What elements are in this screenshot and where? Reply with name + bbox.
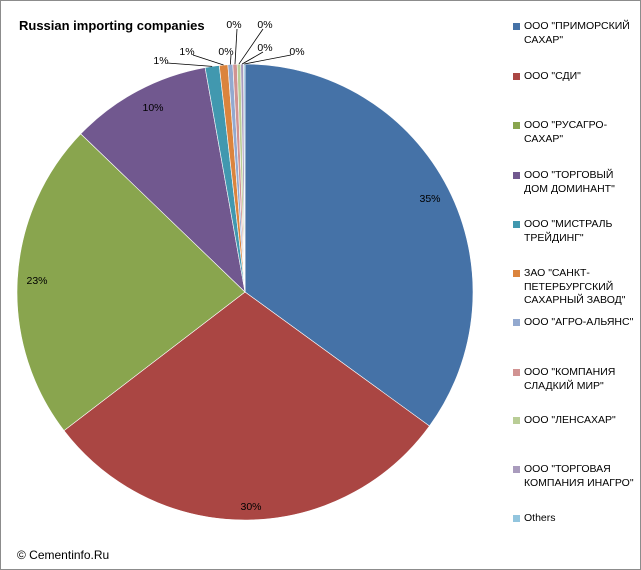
pie-percent-labels: 35% 30% 23% 10% 1% 1% 0% 0% 0% 0% 0%: [26, 19, 440, 513]
legend-item-7: ООО "КОМПАНИЯ СЛАДКИЙ МИР": [511, 366, 637, 393]
legend-item-1: ООО "СДИ": [511, 70, 637, 84]
leader-line-4: [166, 62, 213, 67]
legend-label-6: ООО "АГРО-АЛЬЯНС": [524, 316, 634, 328]
legend-item-5: ЗАО "САНКТ-ПЕТЕРБУРГСКИЙ САХАРНЫЙ ЗАВОД": [511, 267, 637, 308]
leader-line-10: [244, 54, 292, 65]
legend-swatch-0: [513, 23, 520, 30]
legend-item-10: Others: [511, 512, 637, 526]
legend-item-4: ООО "МИСТРАЛЬ ТРЕЙДИНГ": [511, 218, 637, 245]
legend-item-6: ООО "АГРО-АЛЬЯНС": [511, 316, 637, 330]
pie-percent-label-1: 30%: [240, 501, 261, 513]
leader-line-5: [192, 54, 224, 66]
legend-swatch-9: [513, 466, 520, 473]
pie-slice-1: [63, 291, 430, 521]
legend-item-8: ООО "ЛЕНСАХАР": [511, 414, 637, 428]
pie-percent-label-10: 0%: [289, 46, 304, 58]
pie-slice-3: [80, 67, 246, 293]
pie-percent-label-6: 0%: [218, 46, 233, 58]
pie-slice-0: [244, 63, 474, 427]
chart-title: Russian importing companies: [19, 18, 205, 33]
legend-swatch-7: [513, 369, 520, 376]
legend-label-0: ООО "ПРИМОРСКИЙ САХАР": [524, 20, 630, 46]
legend-label-2: ООО "РУСАГРО-САХАР": [524, 119, 608, 145]
leader-line-9: [241, 51, 264, 65]
pie-percent-label-0: 35%: [419, 193, 440, 205]
legend-swatch-5: [513, 270, 520, 277]
leader-line-6: [229, 54, 232, 65]
legend-swatch-3: [513, 172, 520, 179]
legend-label-9: ООО "ТОРГОВАЯ КОМПАНИЯ ИНАГРО": [524, 463, 634, 489]
copyright-credit: © Cementinfo.Ru: [17, 548, 110, 562]
legend-swatch-1: [513, 73, 520, 80]
legend-label-3: ООО "ТОРГОВЫЙ ДОМ ДОМИНАНТ": [524, 169, 615, 195]
legend-swatch-6: [513, 319, 520, 326]
pie-percent-label-4: 1%: [153, 55, 168, 67]
pie-percent-label-9: 0%: [257, 42, 272, 54]
pie-percent-label-5: 1%: [179, 46, 194, 58]
leader-line-7: [234, 28, 238, 65]
legend-swatch-8: [513, 417, 520, 424]
pie-slices: [16, 63, 474, 521]
legend-swatch-2: [513, 122, 520, 129]
pie-percent-label-3: 10%: [142, 102, 163, 114]
pie-slice-2: [16, 133, 246, 432]
pie-percent-label-8: 0%: [257, 19, 272, 31]
legend-swatch-10: [513, 515, 520, 522]
legend-item-9: ООО "ТОРГОВАЯ КОМПАНИЯ ИНАГРО": [511, 463, 637, 490]
legend-label-10: Others: [524, 512, 556, 524]
label-leader-lines: [166, 28, 292, 67]
legend-swatch-4: [513, 221, 520, 228]
legend-label-1: ООО "СДИ": [524, 70, 581, 82]
legend-label-4: ООО "МИСТРАЛЬ ТРЕЙДИНГ": [524, 218, 613, 244]
legend-label-7: ООО "КОМПАНИЯ СЛАДКИЙ МИР": [524, 366, 616, 392]
legend-label-5: ЗАО "САНКТ-ПЕТЕРБУРГСКИЙ САХАРНЫЙ ЗАВОД": [524, 267, 626, 307]
pie-percent-label-7: 0%: [226, 19, 241, 31]
legend-item-3: ООО "ТОРГОВЫЙ ДОМ ДОМИНАНТ": [511, 169, 637, 196]
leader-line-8: [238, 28, 264, 65]
legend-item-0: ООО "ПРИМОРСКИЙ САХАР": [511, 20, 637, 47]
legend-label-8: ООО "ЛЕНСАХАР": [524, 414, 616, 426]
pie-percent-label-2: 23%: [26, 275, 47, 287]
legend-item-2: ООО "РУСАГРО-САХАР": [511, 119, 637, 146]
